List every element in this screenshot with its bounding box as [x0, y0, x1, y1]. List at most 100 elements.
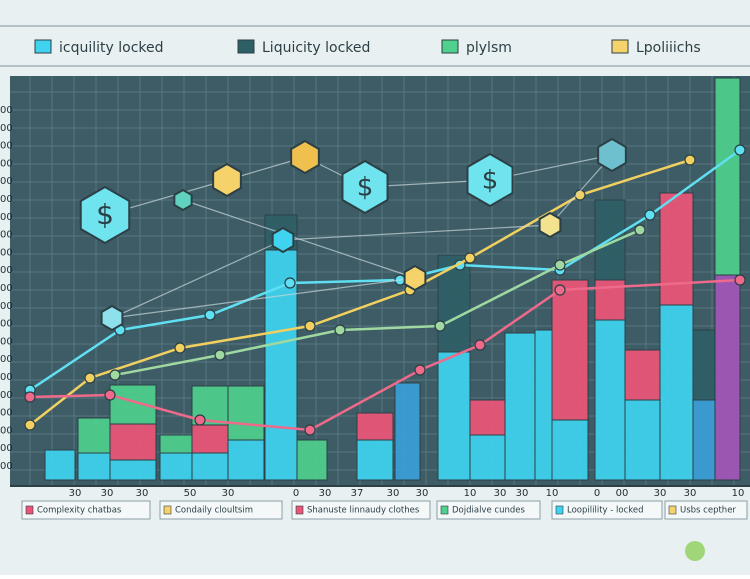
- node: [414, 364, 426, 376]
- footer-legend-label: Complexity chatbas: [37, 506, 122, 516]
- bar-segment: [594, 319, 626, 481]
- y-tick-label: 00: [0, 390, 13, 401]
- node: [464, 252, 476, 264]
- node: [174, 342, 186, 354]
- y-tick-label: 00: [0, 105, 13, 116]
- icon-glyph: $: [482, 166, 499, 196]
- bar-segment: [551, 279, 589, 421]
- y-tick-label: 00: [0, 265, 13, 276]
- line: [29, 158, 691, 426]
- y-tick-label: 00: [0, 408, 13, 419]
- bar-segment: [227, 439, 265, 481]
- node: [84, 372, 96, 384]
- node: [474, 339, 486, 351]
- node: [684, 154, 696, 166]
- x-tick-label: 00: [616, 488, 629, 499]
- hex-icon: [173, 188, 193, 212]
- y-tick-label: 00: [0, 141, 13, 152]
- node: [634, 224, 646, 236]
- y-tick-label: 00: [0, 319, 13, 330]
- x-tick-label: 30: [494, 488, 507, 499]
- y-tick-label: 00: [0, 425, 13, 436]
- legend-swatch: [611, 39, 629, 54]
- footer-legend-label: Loopilility - locked: [567, 506, 644, 516]
- connector: [111, 277, 416, 319]
- bar-segment: [109, 459, 157, 481]
- labels: icquility locked Liquicity locked plylsm Lp…: [0, 39, 748, 520]
- bar-segment: [191, 452, 229, 481]
- y-tick-label: 00: [0, 123, 13, 134]
- x-tick-label: 10: [732, 488, 745, 499]
- node: [284, 277, 296, 289]
- bar-segment: [77, 452, 111, 481]
- y-tick-label: 00: [0, 336, 13, 347]
- hex-icon: [597, 137, 627, 173]
- hex-icon: [466, 152, 514, 208]
- x-tick-label: 0: [293, 488, 299, 499]
- hex-icon: [341, 159, 389, 215]
- hex-icon: [212, 162, 242, 198]
- y-tick-label: 00: [0, 230, 13, 241]
- footer-legend-box: [436, 500, 541, 520]
- bar-segment: [159, 452, 193, 481]
- hex-icon: [538, 211, 562, 239]
- bar-segment: [659, 192, 694, 306]
- x-tick-label: 30: [69, 488, 82, 499]
- node: [574, 189, 586, 201]
- legend-swatch: [441, 39, 459, 54]
- node: [304, 424, 316, 436]
- footer-legend-swatch: [440, 505, 449, 515]
- hex-icon: [271, 226, 295, 254]
- connector: [182, 199, 416, 279]
- bar-segment: [44, 449, 76, 481]
- y-tick-label: 00: [0, 176, 13, 187]
- footer-legend-box: [551, 500, 663, 520]
- bar-segment: [714, 274, 741, 481]
- footer-legend-swatch: [555, 505, 564, 515]
- node: [734, 144, 746, 156]
- connector: [549, 154, 613, 226]
- footer-legend-label: Usbs cepther: [680, 506, 736, 516]
- bar-segment: [624, 349, 661, 401]
- connector: [282, 224, 551, 241]
- x-tick-label: 50: [184, 488, 197, 499]
- x-tick-label: 30: [319, 488, 332, 499]
- footer-legend-box: [159, 500, 283, 520]
- legend-label: icquility locked: [59, 40, 164, 56]
- bar-segment: [296, 439, 328, 481]
- bar-segment: [692, 329, 716, 401]
- node: [194, 414, 206, 426]
- hex-icon: [100, 304, 124, 332]
- footer-legend-box: [21, 500, 151, 520]
- bar-segment: [504, 332, 536, 481]
- y-tick-label: 00: [0, 461, 13, 472]
- footer-legend-label: Dojdialve cundes: [452, 506, 525, 516]
- bar-segment: [534, 329, 554, 481]
- legend-label: Liquicity locked: [262, 40, 370, 56]
- legend-swatch: [237, 39, 255, 54]
- node: [24, 391, 36, 403]
- bar-segment: [624, 399, 661, 481]
- bar-segment: [109, 384, 157, 425]
- bar-segment: [191, 424, 229, 454]
- bar-segment: [551, 419, 589, 481]
- bar-segment: [109, 423, 157, 461]
- footer-legend-label: Condaily cloultsim: [175, 506, 253, 516]
- footer-legend-swatch: [295, 505, 304, 515]
- y-tick-label: 00: [0, 247, 13, 258]
- x-tick-label: 30: [684, 488, 697, 499]
- connector: [111, 239, 284, 319]
- line: [114, 228, 641, 377]
- hex-icon: [403, 264, 427, 292]
- x-tick-label: 30: [516, 488, 529, 499]
- bar-segment: [692, 399, 716, 481]
- node: [434, 320, 446, 332]
- y-tick-label: 00: [0, 301, 13, 312]
- node: [334, 324, 346, 336]
- x-tick-label: 37: [351, 488, 364, 499]
- footer-legend-label: Shanuste linnaudy clothes: [307, 506, 420, 516]
- node: [734, 274, 746, 286]
- bar-segment: [227, 385, 265, 441]
